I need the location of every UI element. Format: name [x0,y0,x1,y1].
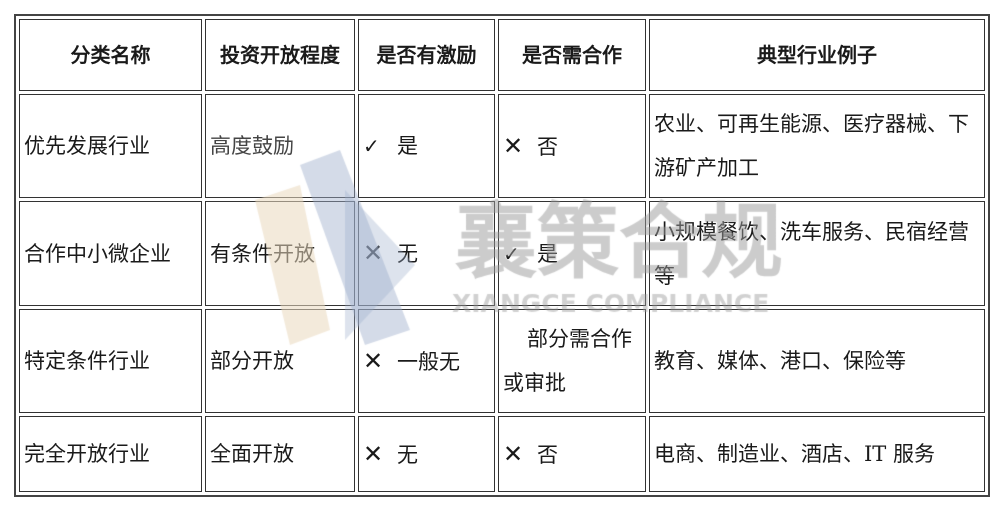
table-row: 完全开放行业 全面开放 ✕ 无 ✕ 否 电商、制造业、酒店、IT 服务 [19,416,985,492]
openness-cell: 部分开放 [205,309,355,413]
cross-icon: ✕ [363,346,384,375]
incentive-text: 一般无 [397,349,460,374]
incentive-cell: ✕ 一般无 [358,309,495,413]
category-cell: 特定条件行业 [19,309,202,413]
openness-cell: 全面开放 [205,416,355,492]
openness-cell: 有条件开放 [205,201,355,306]
cooperation-text: 否 [537,442,558,467]
cooperation-cell: ✕ 否 [498,416,646,492]
category-cell: 合作中小微企业 [19,201,202,306]
header-category: 分类名称 [19,19,202,91]
examples-cell: 电商、制造业、酒店、IT 服务 [649,416,985,492]
incentive-cell: ✕ 无 [358,201,495,306]
header-row: 分类名称 投资开放程度 是否有激励 是否需合作 典型行业例子 [19,19,985,91]
check-icon: ✓ [363,134,380,158]
examples-cell: 教育、媒体、港口、保险等 [649,309,985,413]
incentive-cell: ✕ 无 [358,416,495,492]
examples-cell: 农业、可再生能源、医疗器械、下游矿产加工 [649,94,985,198]
incentive-text: 无 [397,242,418,266]
cross-icon: ✕ [363,239,384,267]
incentive-text: 是 [397,134,418,158]
examples-cell: 小规模餐饮、洗车服务、民宿经营等 [649,201,985,306]
cross-icon: ✕ [363,439,384,468]
header-examples: 典型行业例子 [649,19,985,91]
incentive-cell: ✓ 是 [358,94,495,198]
table-row: 特定条件行业 部分开放 ✕ 一般无 部分需合作或审批 教育、媒体、港口、保险等 [19,309,985,413]
cross-icon: ✕ [503,439,524,468]
table-row: 优先发展行业 高度鼓励 ✓ 是 ✕ 否 农业、可再生能源、医疗器械、下游矿产加工 [19,94,985,198]
table-row: 合作中小微企业 有条件开放 ✕ 无 ✓ 是 小规模餐饮、洗车服务、民宿经营等 [19,201,985,306]
category-cell: 优先发展行业 [19,94,202,198]
header-incentive: 是否有激励 [358,19,495,91]
cooperation-text: 是 [537,241,558,266]
cross-icon: ✕ [503,131,524,160]
category-cell: 完全开放行业 [19,416,202,492]
cooperation-text: 否 [537,134,558,159]
header-cooperation: 是否需合作 [498,19,646,91]
check-icon: ✓ [503,241,520,266]
cooperation-cell: 部分需合作或审批 [498,309,646,413]
cooperation-cell: ✓ 是 [498,201,646,306]
cooperation-cell: ✕ 否 [498,94,646,198]
openness-cell: 高度鼓励 [205,94,355,198]
header-openness: 投资开放程度 [205,19,355,91]
incentive-text: 无 [397,442,418,467]
industry-table: 分类名称 投资开放程度 是否有激励 是否需合作 典型行业例子 优先发展行业 高度… [14,14,990,497]
